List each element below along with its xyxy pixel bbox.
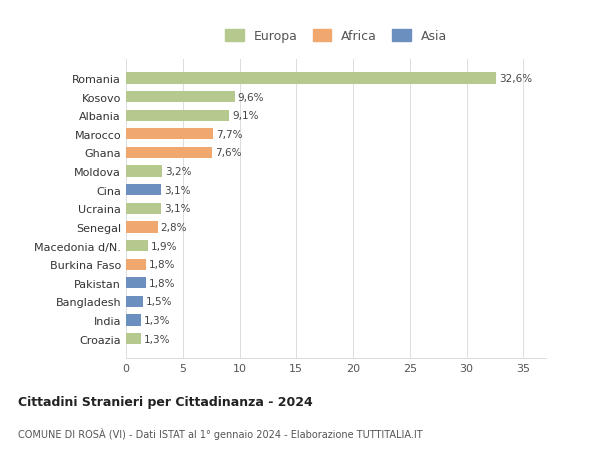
Text: 32,6%: 32,6% xyxy=(499,74,532,84)
Bar xyxy=(126,166,163,177)
Text: 1,3%: 1,3% xyxy=(143,315,170,325)
Text: 1,8%: 1,8% xyxy=(149,260,176,269)
Text: 1,3%: 1,3% xyxy=(143,334,170,344)
Text: 9,1%: 9,1% xyxy=(232,111,259,121)
Bar xyxy=(126,296,143,308)
Bar xyxy=(126,147,212,159)
Text: 3,1%: 3,1% xyxy=(164,185,191,195)
Text: 1,5%: 1,5% xyxy=(146,297,172,307)
Text: 3,1%: 3,1% xyxy=(164,204,191,214)
Bar xyxy=(126,333,141,344)
Text: 3,2%: 3,2% xyxy=(165,167,191,177)
Bar xyxy=(126,185,161,196)
Bar xyxy=(126,203,161,214)
Bar xyxy=(126,278,146,289)
Text: Cittadini Stranieri per Cittadinanza - 2024: Cittadini Stranieri per Cittadinanza - 2… xyxy=(18,395,313,408)
Bar xyxy=(126,73,496,84)
Text: 9,6%: 9,6% xyxy=(238,92,265,102)
Text: 7,6%: 7,6% xyxy=(215,148,242,158)
Text: 2,8%: 2,8% xyxy=(161,223,187,232)
Bar xyxy=(126,92,235,103)
Text: 7,7%: 7,7% xyxy=(216,129,243,140)
Text: COMUNE DI ROSÀ (VI) - Dati ISTAT al 1° gennaio 2024 - Elaborazione TUTTITALIA.IT: COMUNE DI ROSÀ (VI) - Dati ISTAT al 1° g… xyxy=(18,427,422,439)
Bar xyxy=(126,259,146,270)
Bar xyxy=(126,315,141,326)
Text: 1,9%: 1,9% xyxy=(151,241,177,251)
Bar xyxy=(126,129,214,140)
Bar xyxy=(126,110,229,122)
Legend: Europa, Africa, Asia: Europa, Africa, Asia xyxy=(223,27,449,46)
Bar xyxy=(126,222,158,233)
Text: 1,8%: 1,8% xyxy=(149,278,176,288)
Bar xyxy=(126,241,148,252)
